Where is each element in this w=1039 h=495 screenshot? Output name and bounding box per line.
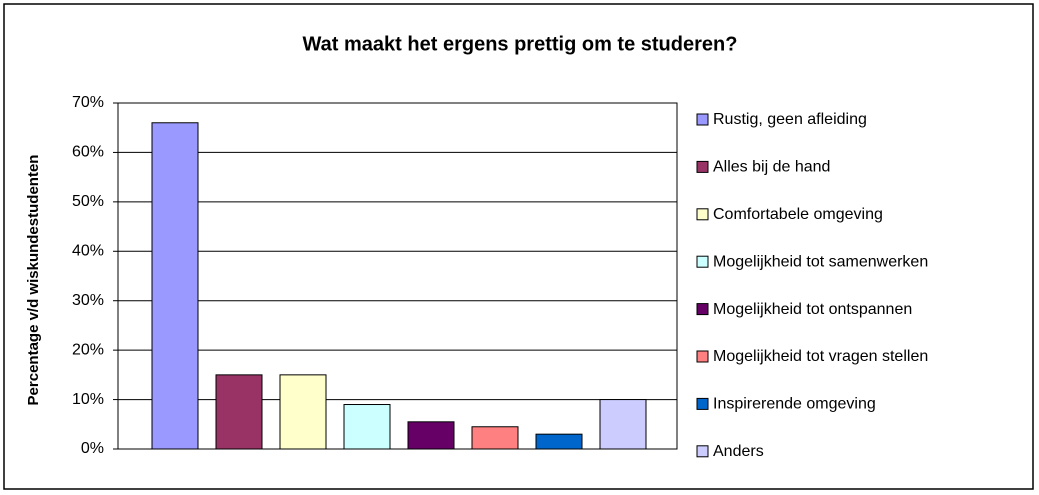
- legend-swatch: [696, 445, 709, 458]
- legend-label: Comfortabele omgeving: [713, 206, 883, 223]
- legend-label: Inspirerende omgeving: [713, 396, 876, 413]
- bar: [279, 374, 327, 450]
- legend-label: Mogelijkheid tot vragen stellen: [713, 348, 928, 365]
- bar: [599, 399, 647, 450]
- legend-swatch: [696, 350, 709, 363]
- legend-label: Alles bij de hand: [713, 159, 830, 176]
- y-tick-label: 50%: [72, 193, 104, 210]
- legend-swatch: [696, 255, 709, 268]
- y-tick-label: 20%: [72, 341, 104, 358]
- legend-swatch: [696, 160, 709, 173]
- chart-title: Wat maakt het ergens prettig om te stude…: [303, 33, 738, 55]
- legend-label: Rustig, geen afleiding: [713, 111, 867, 128]
- y-tick-label: 70%: [72, 94, 104, 111]
- y-tick-label: 30%: [72, 292, 104, 309]
- y-tick-label: 40%: [72, 243, 104, 260]
- bar: [471, 426, 519, 450]
- plot-area: [117, 102, 678, 450]
- legend-swatch: [696, 208, 709, 221]
- legend-label: Anders: [713, 443, 764, 460]
- legend-swatch: [696, 303, 709, 316]
- bar: [407, 421, 455, 450]
- legend-swatch: [696, 113, 709, 126]
- bar: [343, 404, 391, 450]
- y-tick-label: 0%: [81, 440, 104, 457]
- y-tick-label: 60%: [72, 144, 104, 161]
- bar: [151, 122, 199, 450]
- y-axis-label: Percentage v/d wiskundestudenten: [25, 155, 42, 406]
- bar: [215, 374, 263, 450]
- bar: [535, 433, 583, 450]
- y-tick-label: 10%: [72, 391, 104, 408]
- legend-label: Mogelijkheid tot samenwerken: [713, 253, 928, 270]
- legend-label: Mogelijkheid tot ontspannen: [713, 301, 912, 318]
- legend-swatch: [696, 397, 709, 410]
